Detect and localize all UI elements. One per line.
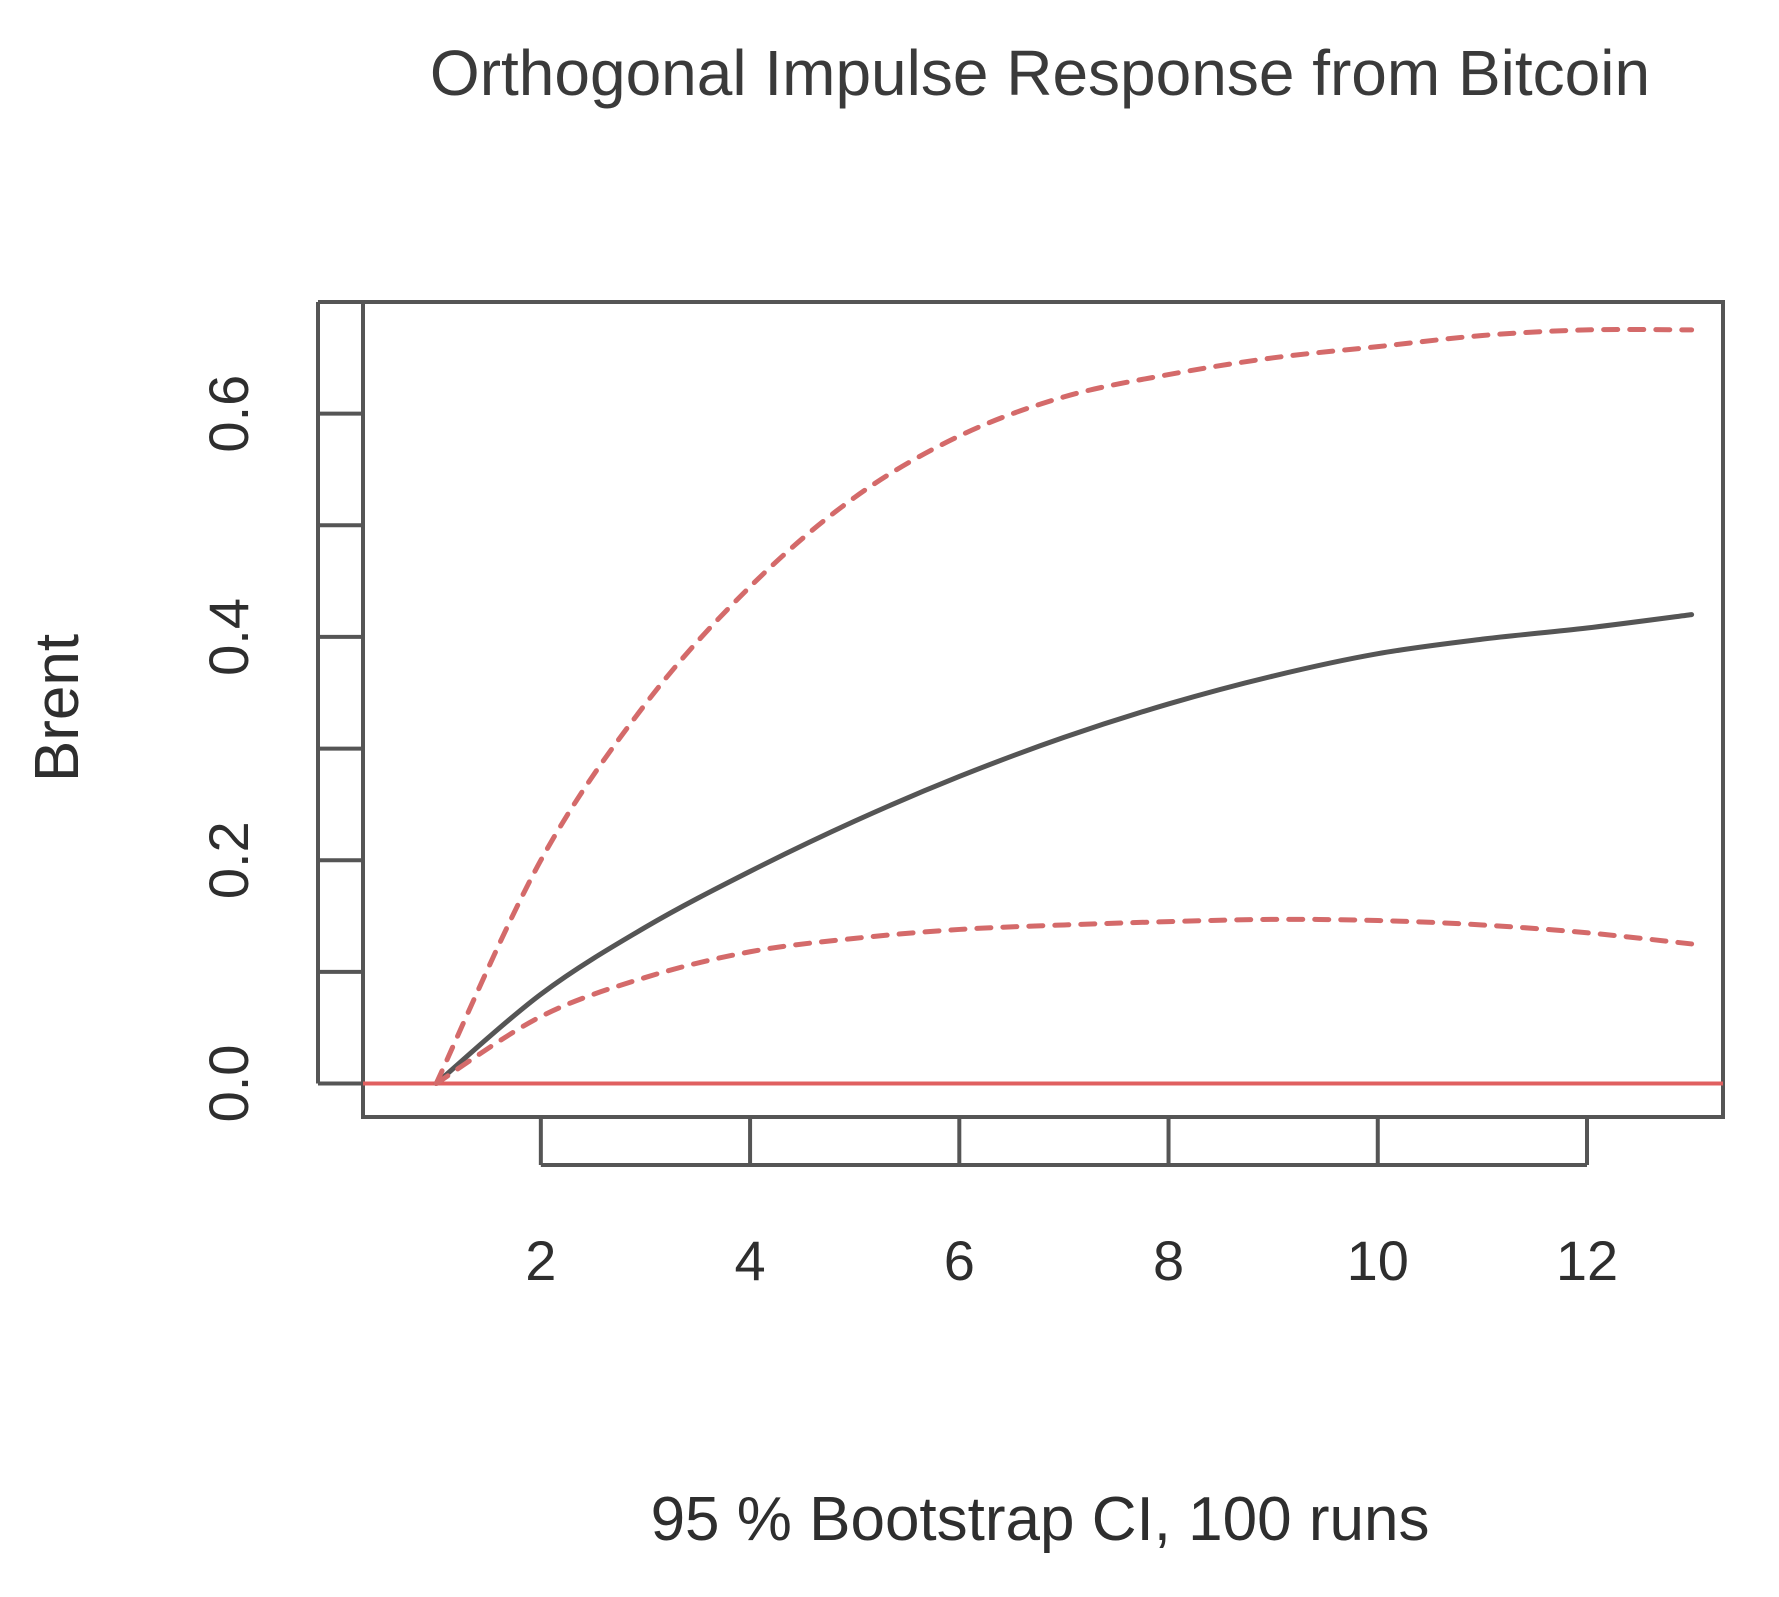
- y-axis-label: Brent: [23, 634, 92, 782]
- x-tick-label: 6: [944, 1229, 975, 1292]
- y-axis: 0.0 0.2 0.4 0.6: [197, 300, 363, 1123]
- series-line-irf: [433, 612, 1695, 1087]
- chart-title: Orthogonal Impulse Response from Bitcoin: [430, 37, 1650, 109]
- x-tick-label: 12: [1556, 1229, 1618, 1292]
- y-tick-label: 0.6: [197, 375, 260, 453]
- y-tick-label: 0.2: [197, 821, 260, 899]
- y-tick-label: 0.4: [197, 598, 260, 676]
- x-tick-label: 8: [1153, 1229, 1184, 1292]
- series-layer: [433, 327, 1695, 1087]
- x-tick-label: 2: [525, 1229, 556, 1292]
- x-tick-label: 4: [734, 1229, 765, 1292]
- x-axis: 2 4 6 8 10 12: [525, 1117, 1618, 1292]
- series-line-upper: [433, 327, 1695, 1087]
- y-tick-label: 0.0: [197, 1045, 260, 1123]
- series-line-lower: [433, 916, 1695, 1087]
- x-axis-label: 95 % Bootstrap CI, 100 runs: [651, 1485, 1430, 1554]
- plot-frame: [361, 300, 1725, 1119]
- x-tick-label: 10: [1347, 1229, 1409, 1292]
